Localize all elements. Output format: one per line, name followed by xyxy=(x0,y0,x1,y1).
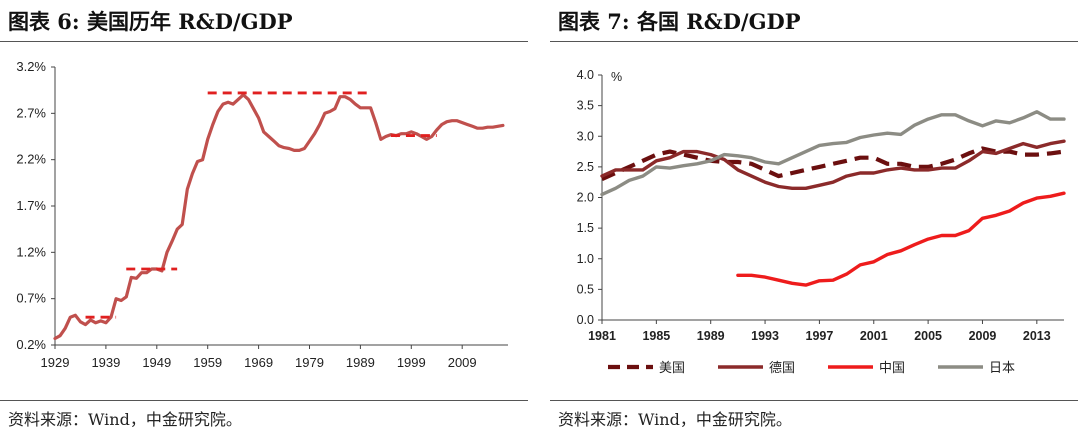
y-tick-label: 3.5 xyxy=(577,99,594,113)
x-tick-label: 2013 xyxy=(1023,329,1051,343)
x-tick-label: 1981 xyxy=(588,329,616,343)
y-tick-label: 0.5 xyxy=(577,282,594,296)
source-note: 资料来源：Wind，中金研究院。 xyxy=(558,410,792,429)
series-line-us xyxy=(53,93,505,341)
x-tick-label: 1929 xyxy=(41,355,70,370)
x-tick-label: 1969 xyxy=(244,355,273,370)
series-line-中国 xyxy=(736,191,1066,287)
series-line-美国 xyxy=(601,146,1065,182)
source-rule xyxy=(0,400,528,401)
y-tick-label: 3.2% xyxy=(16,59,46,74)
legend-label: 美国 xyxy=(659,360,685,375)
series-line-德国 xyxy=(600,139,1066,191)
chart-title: 图表 6: 美国历年 R&D/GDP xyxy=(8,9,293,34)
y-tick-label: 1.5 xyxy=(577,221,594,235)
series-line-日本 xyxy=(600,110,1066,197)
y-tick-label: 0.7% xyxy=(16,291,46,306)
line-chart-countries-rd: 4.0 3.5 3.0 2.5 2.0 1.5 1.0 0.5 0.0% 1981 1985 1989… xyxy=(577,68,1066,375)
title-rule xyxy=(0,41,528,42)
y-tick-label: 2.7% xyxy=(16,105,46,120)
y-tick-label: 2.5 xyxy=(577,160,594,174)
x-tick-label: 1997 xyxy=(806,329,834,343)
legend-label: 日本 xyxy=(989,360,1015,375)
unit-label: % xyxy=(611,70,622,84)
x-tick-label: 2009 xyxy=(969,329,997,343)
x-tick-label: 1999 xyxy=(397,355,426,370)
source-rule xyxy=(550,400,1078,401)
y-tick-label: 2.0 xyxy=(577,191,594,205)
x-tick-label: 1949 xyxy=(142,355,171,370)
x-tick-label: 1993 xyxy=(751,329,779,343)
y-tick-label: 1.2% xyxy=(16,244,46,259)
y-tick-label: 0.2% xyxy=(16,337,46,352)
legend-label: 德国 xyxy=(769,360,795,375)
x-tick-label: 1989 xyxy=(346,355,375,370)
x-tick-label: 2005 xyxy=(914,329,942,343)
x-tick-label: 2009 xyxy=(448,355,477,370)
chart-title: 图表 7: 各国 R&D/GDP xyxy=(558,9,801,34)
x-tick-label: 1959 xyxy=(193,355,222,370)
y-tick-label: 1.7% xyxy=(16,198,46,213)
y-tick-label: 3.0 xyxy=(577,129,594,143)
chart-panel-countries-rd: 图表 7: 各国 R&D/GDP 4.0 3.5 3.0 2.5 2.0 1.5 1.0 0.… xyxy=(550,0,1080,439)
y-tick-label: 2.2% xyxy=(16,152,46,167)
x-tick-label: 1985 xyxy=(642,329,670,343)
line-chart-us-rd: 3.2% 2.7% 2.2% 1.7% 1.2% 0.7% 0.2% 1929 1939 1949… xyxy=(16,59,508,370)
x-tick-label: 1939 xyxy=(91,355,120,370)
y-tick-label: 4.0 xyxy=(577,68,594,82)
y-tick-label: 1.0 xyxy=(577,252,594,266)
title-rule xyxy=(550,41,1078,42)
source-note: 资料来源：Wind，中金研究院。 xyxy=(8,410,242,429)
x-tick-label: 1989 xyxy=(697,329,725,343)
x-tick-label: 1979 xyxy=(295,355,324,370)
x-tick-label: 2001 xyxy=(860,329,888,343)
y-tick-label: 0.0 xyxy=(577,313,594,327)
chart-panel-us-rd: 图表 6: 美国历年 R&D/GDP 3.2% 2.7% 2.2% 1.7% 1.2% 0… xyxy=(0,0,530,439)
legend-label: 中国 xyxy=(879,360,905,375)
